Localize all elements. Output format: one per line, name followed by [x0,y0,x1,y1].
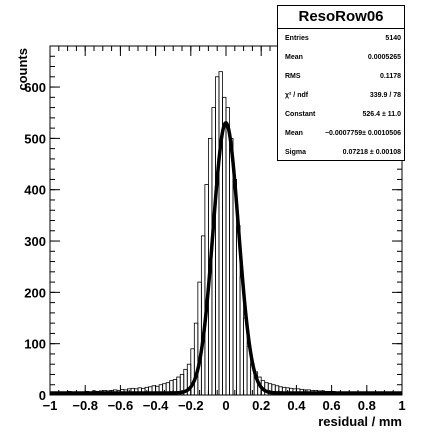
stats-row: RMS 0.1178 [278,67,404,86]
stats-box: ResoRow06 Entries 5140 Mean 0.0005265 RMS 0.1… [277,5,405,161]
gaussian-fit-curve [49,121,403,395]
stats-row: χ² / ndf 339.9 / 78 [278,86,404,105]
y-tick-labels: 0 100 200 300 400 500 600 [24,80,46,403]
x-tick-label: −0.2 [178,398,204,413]
stats-value: 5140 [385,35,401,42]
x-tick-label: −0.6 [108,398,134,413]
x-tick-label: 0.4 [287,398,306,413]
histogram-bin [215,76,220,396]
stats-value: −0.0007759± 0.0010506 [324,130,401,137]
stats-row: Mean −0.0007759± 0.0010506 [278,124,404,143]
stats-label: Mean [285,130,303,137]
x-tick-label: −1 [43,398,58,413]
y-tick-label: 500 [24,131,46,146]
histogram-bin [229,137,234,396]
stats-row: Mean 0.0005265 [278,48,404,67]
stats-row: Constant 526.4 ± 11.0 [278,105,404,124]
y-tick-label: 200 [24,285,46,300]
x-tick-label: 0 [222,398,229,413]
x-tick-label: −0.8 [72,398,98,413]
stats-rows: Entries 5140 Mean 0.0005265 RMS 0.1178 χ² / nd… [278,29,404,162]
stats-label: RMS [285,73,301,80]
stats-label: Sigma [285,149,307,156]
x-tick-label: 1 [398,398,405,413]
stats-label: χ² / ndf [285,92,309,99]
histogram-bin [197,281,202,396]
histogram-bin [225,107,230,396]
histogram-bin [218,71,223,396]
y-tick-label: 300 [24,234,46,249]
stats-label: Mean [285,54,303,61]
x-tick-label: 0.8 [358,398,376,413]
y-tick-label: 400 [24,183,46,198]
stats-label: Constant [285,111,316,118]
stats-title: ResoRow06 [278,6,404,29]
histogram-bin [222,96,227,396]
y-tick-label: 600 [24,80,46,95]
stats-value: 0.1178 [379,73,401,80]
stats-row: Sigma 0.07218 ± 0.00108 [278,143,404,162]
stats-value: 0.0005265 [367,54,401,61]
stats-label: Entries [285,35,309,42]
x-tick-label: −0.4 [143,398,169,413]
x-axis-title: residual / mm [318,414,402,429]
stats-value: 339.9 / 78 [369,92,401,99]
histogram-bin [193,322,199,396]
stats-row: Entries 5140 [278,29,404,48]
y-tick-label: 100 [24,337,46,352]
y-axis-title: counts [15,48,30,91]
stats-value: 526.4 ± 11.0 [362,111,402,118]
y-tick-label: 0 [39,388,46,403]
x-tick-labels: −1 −0.8 −0.6 −0.4 −0.2 0 0.2 0.4 0.6 0.8 1 [43,398,406,413]
x-tick-label: 0.6 [323,398,341,413]
x-tick-label: 0.2 [252,398,270,413]
stats-value: 0.07218 ± 0.00108 [342,149,401,156]
